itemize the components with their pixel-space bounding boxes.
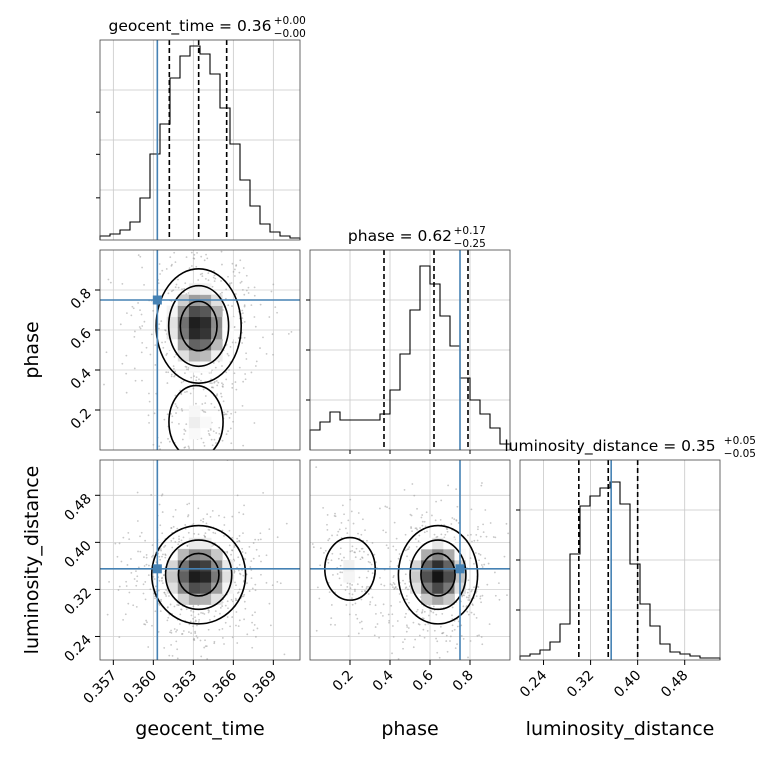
y-tick-label: 0.40 (61, 538, 94, 571)
x-tick-label: 0.360 (120, 668, 160, 708)
histogram-geocent_time (99, 45, 301, 240)
x-tick-label: 0.357 (80, 668, 120, 708)
x-axis-label-geocent_time: geocent_time (135, 718, 264, 740)
scatter-frame (99, 459, 301, 661)
hist-frame (99, 39, 301, 241)
injection-marker (455, 564, 465, 574)
x-tick-label: 0.2 (330, 668, 357, 695)
y-tick-label: 0.48 (61, 491, 94, 524)
scatter-panel-geocent_time-luminosity_distance (99, 459, 301, 661)
title-lower-error: −0.00 (274, 28, 306, 40)
contour-line (179, 300, 218, 352)
x-tick-label: 0.366 (200, 667, 240, 707)
contour-line (167, 284, 230, 368)
scatter-frame (99, 249, 301, 451)
scatter-panel-geocent_time-phase (99, 249, 301, 451)
x-tick-label: 0.6 (410, 667, 437, 694)
x-axis-label-phase: phase (381, 718, 438, 740)
title-geocent_time: geocent_time = 0.36 (109, 17, 272, 36)
histogram-luminosity_distance (519, 481, 721, 660)
contour-line (420, 552, 456, 597)
contour-line (150, 524, 247, 625)
title-upper-error: +0.17 (454, 225, 486, 237)
x-axis-label-luminosity_distance: luminosity_distance (526, 718, 715, 740)
x-tick-label: 0.40 (611, 668, 644, 701)
x-tick-label: 0.8 (450, 668, 477, 695)
title-upper-error: +0.00 (274, 15, 306, 27)
y-tick-label: 0.2 (68, 406, 95, 433)
x-tick-label: 0.48 (658, 668, 691, 701)
title-lower-error: −0.05 (724, 448, 756, 460)
y-tick-label: 0.24 (61, 632, 94, 665)
y-tick-label: 0.8 (68, 286, 95, 313)
y-axis-label-phase: phase (21, 321, 43, 378)
y-tick-label: 0.4 (68, 365, 95, 392)
x-tick-label: 0.4 (370, 667, 397, 694)
title-upper-error: +0.05 (724, 435, 756, 447)
y-tick-label: 0.32 (61, 585, 94, 618)
title-phase: phase = 0.62 (348, 227, 452, 245)
contour-line (409, 539, 467, 611)
title-lower-error: −0.25 (454, 238, 486, 250)
y-axis-label-luminosity_distance: luminosity_distance (21, 466, 43, 655)
contour-line (155, 267, 242, 384)
injection-marker (152, 295, 162, 305)
scatter-panel-phase-luminosity_distance (309, 459, 511, 661)
hist-panel-luminosity_distance (519, 459, 721, 661)
contour-line (168, 384, 224, 450)
title-luminosity_distance: luminosity_distance = 0.35 (504, 437, 715, 456)
injection-marker (152, 564, 162, 574)
x-tick-label: 0.369 (240, 668, 280, 708)
scatter-frame (309, 459, 511, 661)
x-tick-label: 0.24 (517, 667, 550, 700)
contour-line (177, 552, 220, 597)
y-tick-label: 0.6 (68, 325, 95, 352)
histogram-phase (309, 265, 511, 450)
x-tick-label: 0.363 (160, 668, 200, 708)
x-tick-label: 0.32 (564, 668, 597, 701)
hist-panel-phase (309, 249, 511, 451)
contour-line (164, 539, 233, 611)
hist-panel-geocent_time (96, 39, 301, 241)
contour-line (397, 524, 479, 625)
